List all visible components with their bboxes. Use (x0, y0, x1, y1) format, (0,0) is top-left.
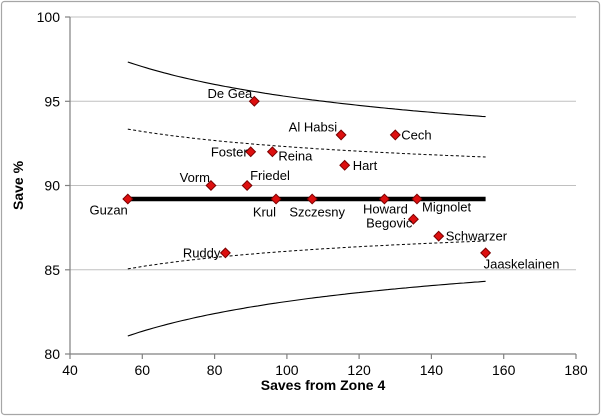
x-tick-label: 40 (62, 362, 78, 378)
data-point-krul (270, 193, 282, 205)
x-tick-label: 180 (564, 362, 588, 378)
data-point-szczesny (306, 193, 318, 205)
data-label-reina: Reina (278, 148, 313, 163)
data-point-foster (245, 146, 257, 158)
data-label-foster: Foster (211, 144, 249, 159)
data-point-guzan (122, 193, 134, 205)
data-label-friedel: Friedel (250, 168, 290, 183)
data-point-friedel (241, 179, 253, 192)
data-point-reina (266, 146, 278, 158)
upper-outer-control-limit (127, 61, 486, 118)
data-point-mignolet (411, 193, 423, 205)
data-point-begovic (407, 213, 419, 225)
data-label-schwarzer: Schwarzer (446, 229, 508, 244)
data-label-howard: Howard (363, 202, 408, 217)
data-label-cech: Cech (401, 127, 431, 142)
y-tick-label: 95 (44, 93, 60, 109)
data-label-mignolet: Mignolet (422, 200, 472, 215)
data-point-vorm (205, 179, 217, 192)
upper-inner-control-limit (127, 128, 486, 158)
data-point-schwarzer (433, 230, 445, 242)
data-point-al-habsi (335, 129, 347, 141)
data-label-jaaskelainen: Jaaskelainen (484, 256, 560, 271)
data-label-vorm: Vorm (180, 170, 210, 185)
lower-outer-control-limit (127, 280, 486, 337)
data-point-howard (378, 193, 390, 205)
y-tick-label: 90 (44, 178, 60, 194)
data-point-jaaskelainen (480, 247, 492, 259)
x-tick-label: 60 (135, 362, 151, 378)
data-label-ruddy: Ruddy (183, 245, 221, 260)
lower-inner-control-limit (127, 240, 486, 270)
x-tick-label: 140 (420, 362, 444, 378)
data-point-de-gea (248, 95, 260, 107)
data-label-szczesny: Szczesny (289, 205, 345, 220)
x-tick-label: 80 (207, 362, 223, 378)
data-point-cech (389, 129, 401, 141)
data-label-al-habsi: Al Habsi (289, 119, 338, 134)
data-point-hart (339, 159, 351, 171)
y-tick-label: 85 (44, 262, 60, 278)
data-label-guzan: Guzan (89, 203, 127, 218)
data-label-de-gea: De Gea (207, 86, 253, 101)
x-tick-label: 100 (275, 362, 299, 378)
data-label-begovic: Begovic (366, 216, 413, 231)
y-tick-label: 80 (44, 346, 60, 362)
data-point-ruddy (219, 247, 231, 259)
x-tick-label: 160 (492, 362, 516, 378)
data-label-hart: Hart (353, 158, 378, 173)
y-axis-title: Save % (10, 160, 26, 210)
x-tick-label: 120 (347, 362, 371, 378)
y-tick-label: 100 (37, 9, 61, 25)
data-label-krul: Krul (253, 205, 276, 220)
x-axis-title: Saves from Zone 4 (261, 377, 386, 393)
